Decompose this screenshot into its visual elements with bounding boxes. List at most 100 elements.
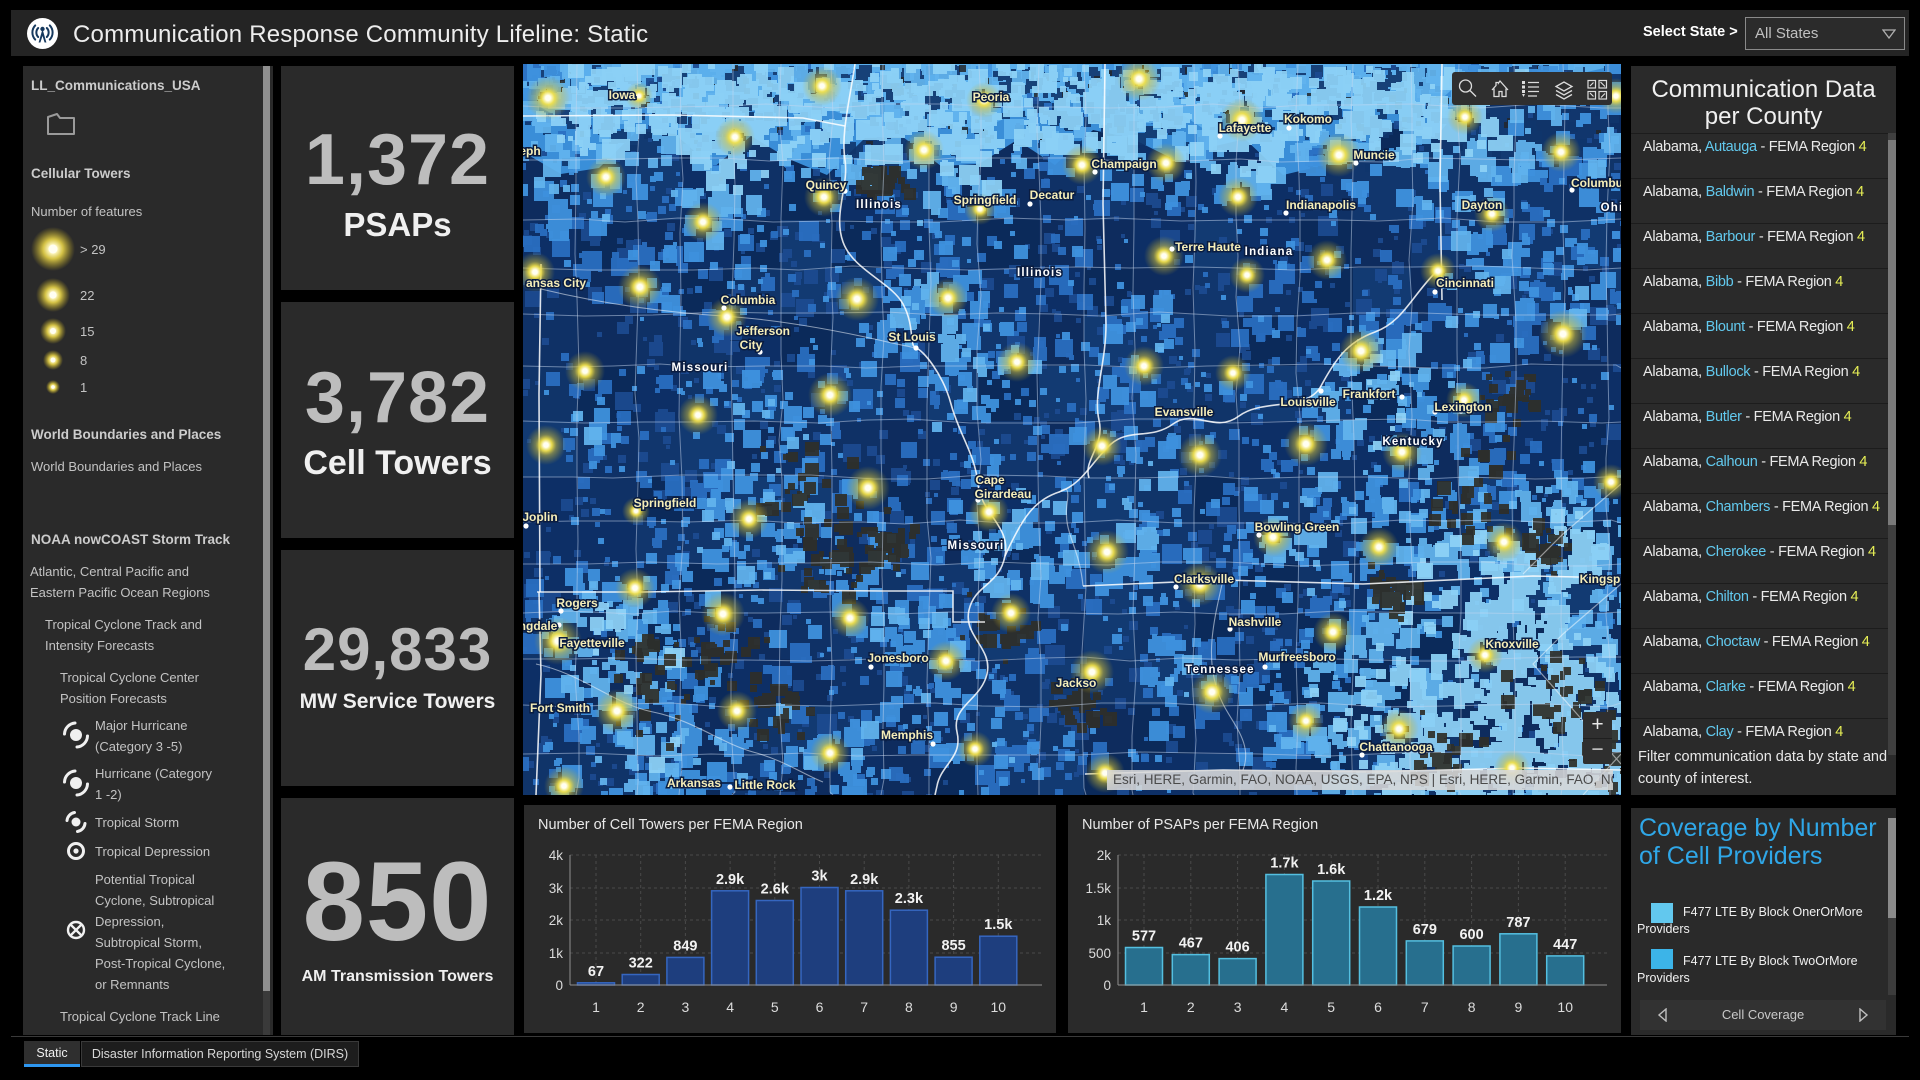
svg-text:Lexington: Lexington xyxy=(1434,400,1491,414)
svg-text:Girardeau: Girardeau xyxy=(975,487,1032,501)
svg-text:ngdale: ngdale xyxy=(523,619,558,633)
svg-text:8: 8 xyxy=(905,999,913,1015)
svg-text:Cape: Cape xyxy=(975,473,1005,487)
svg-text:eph: eph xyxy=(523,144,541,158)
svg-text:406: 406 xyxy=(1225,940,1249,956)
svg-text:2k: 2k xyxy=(549,913,564,928)
svg-text:3: 3 xyxy=(1234,999,1242,1015)
svg-text:Louisville: Louisville xyxy=(1280,395,1336,409)
svg-text:Kokomo: Kokomo xyxy=(1284,112,1332,126)
svg-text:Peoria: Peoria xyxy=(973,90,1010,104)
svg-text:Illinois: Illinois xyxy=(1017,267,1063,279)
svg-text:2.3k: 2.3k xyxy=(895,891,924,907)
svg-text:Champaign: Champaign xyxy=(1091,157,1156,171)
svg-text:Ohi: Ohi xyxy=(1601,202,1621,214)
svg-text:Illinois: Illinois xyxy=(856,199,902,211)
svg-text:Fayetteville: Fayetteville xyxy=(559,636,625,650)
svg-text:Memphis: Memphis xyxy=(881,728,933,742)
svg-text:Frankfort: Frankfort xyxy=(1343,387,1396,401)
svg-text:4: 4 xyxy=(726,999,734,1015)
svg-text:322: 322 xyxy=(629,956,653,972)
svg-text:Cincinnati: Cincinnati xyxy=(1436,276,1494,290)
svg-text:Lafayette: Lafayette xyxy=(1219,121,1272,135)
svg-text:7: 7 xyxy=(860,999,868,1015)
svg-text:City: City xyxy=(740,338,763,352)
svg-text:67: 67 xyxy=(588,964,604,980)
svg-text:4: 4 xyxy=(1281,999,1289,1015)
svg-text:447: 447 xyxy=(1553,937,1577,953)
svg-text:St Louis: St Louis xyxy=(888,330,936,344)
svg-text:787: 787 xyxy=(1506,915,1530,931)
svg-text:1: 1 xyxy=(592,999,600,1015)
svg-text:10: 10 xyxy=(1557,999,1573,1015)
svg-text:1.2k: 1.2k xyxy=(1364,888,1393,904)
svg-text:1.5k: 1.5k xyxy=(1085,881,1111,896)
svg-text:855: 855 xyxy=(941,938,965,954)
svg-text:9: 9 xyxy=(950,999,958,1015)
svg-text:Fort Smith: Fort Smith xyxy=(530,701,590,715)
svg-text:2k: 2k xyxy=(1097,848,1112,863)
svg-text:ansas City: ansas City xyxy=(526,276,586,290)
svg-text:Decatur: Decatur xyxy=(1030,188,1075,202)
svg-text:1.6k: 1.6k xyxy=(1317,862,1346,878)
svg-text:Indianapolis: Indianapolis xyxy=(1286,198,1356,212)
svg-text:600: 600 xyxy=(1459,927,1483,943)
svg-text:Joplin: Joplin xyxy=(523,510,558,524)
svg-text:577: 577 xyxy=(1132,929,1156,945)
svg-text:Jackso: Jackso xyxy=(1056,676,1097,690)
svg-text:Murfreesboro: Murfreesboro xyxy=(1258,650,1335,664)
svg-text:Springfield: Springfield xyxy=(634,496,697,510)
svg-text:467: 467 xyxy=(1179,936,1203,952)
svg-text:Columbu: Columbu xyxy=(1571,176,1621,190)
svg-text:5: 5 xyxy=(771,999,779,1015)
svg-text:0: 0 xyxy=(555,978,563,993)
svg-text:8: 8 xyxy=(1468,999,1476,1015)
svg-text:Dayton: Dayton xyxy=(1462,198,1503,212)
svg-text:Columbia: Columbia xyxy=(721,293,776,307)
svg-text:1.7k: 1.7k xyxy=(1270,856,1299,872)
svg-text:Jonesboro: Jonesboro xyxy=(867,651,928,665)
svg-text:Missouri: Missouri xyxy=(672,362,729,374)
svg-text:2.6k: 2.6k xyxy=(761,882,790,898)
svg-text:Clarksville: Clarksville xyxy=(1174,572,1234,586)
svg-text:Iowa: Iowa xyxy=(609,88,636,102)
svg-text:Tennessee: Tennessee xyxy=(1185,664,1254,676)
svg-text:Jefferson: Jefferson xyxy=(736,324,790,338)
svg-text:Little Rock: Little Rock xyxy=(734,778,796,792)
svg-text:7: 7 xyxy=(1421,999,1429,1015)
svg-text:Missouri: Missouri xyxy=(948,540,1005,552)
svg-text:Bowling Green: Bowling Green xyxy=(1255,520,1340,534)
svg-text:Indiana: Indiana xyxy=(1245,246,1294,258)
svg-text:679: 679 xyxy=(1413,922,1437,938)
svg-text:Kingsp: Kingsp xyxy=(1580,572,1621,586)
svg-text:10: 10 xyxy=(991,999,1007,1015)
svg-text:1.5k: 1.5k xyxy=(984,917,1013,933)
svg-text:3k: 3k xyxy=(549,881,564,896)
svg-text:2: 2 xyxy=(1187,999,1195,1015)
svg-text:Muncie: Muncie xyxy=(1353,148,1395,162)
svg-text:0: 0 xyxy=(1103,978,1111,993)
svg-text:9: 9 xyxy=(1515,999,1523,1015)
svg-text:500: 500 xyxy=(1088,946,1111,961)
svg-text:1k: 1k xyxy=(1097,913,1112,928)
svg-text:Knoxville: Knoxville xyxy=(1485,637,1539,651)
svg-text:Rogers: Rogers xyxy=(556,596,598,610)
svg-text:1: 1 xyxy=(1140,999,1148,1015)
svg-text:Quincy: Quincy xyxy=(806,178,847,192)
svg-text:Chattanooga: Chattanooga xyxy=(1359,740,1433,754)
svg-text:Springfield: Springfield xyxy=(954,193,1017,207)
svg-text:849: 849 xyxy=(673,938,697,954)
svg-text:1k: 1k xyxy=(549,946,564,961)
svg-text:2.9k: 2.9k xyxy=(850,872,879,888)
svg-text:Kentucky: Kentucky xyxy=(1382,436,1443,448)
svg-text:3: 3 xyxy=(682,999,690,1015)
svg-text:2.9k: 2.9k xyxy=(716,872,745,888)
svg-text:Arkansas: Arkansas xyxy=(667,776,721,790)
svg-text:2: 2 xyxy=(637,999,645,1015)
svg-text:5: 5 xyxy=(1327,999,1335,1015)
svg-text:3k: 3k xyxy=(811,869,828,885)
svg-text:Terre Haute: Terre Haute xyxy=(1175,240,1241,254)
svg-text:Nashville: Nashville xyxy=(1229,615,1282,629)
svg-text:6: 6 xyxy=(816,999,824,1015)
svg-text:4k: 4k xyxy=(549,848,564,863)
